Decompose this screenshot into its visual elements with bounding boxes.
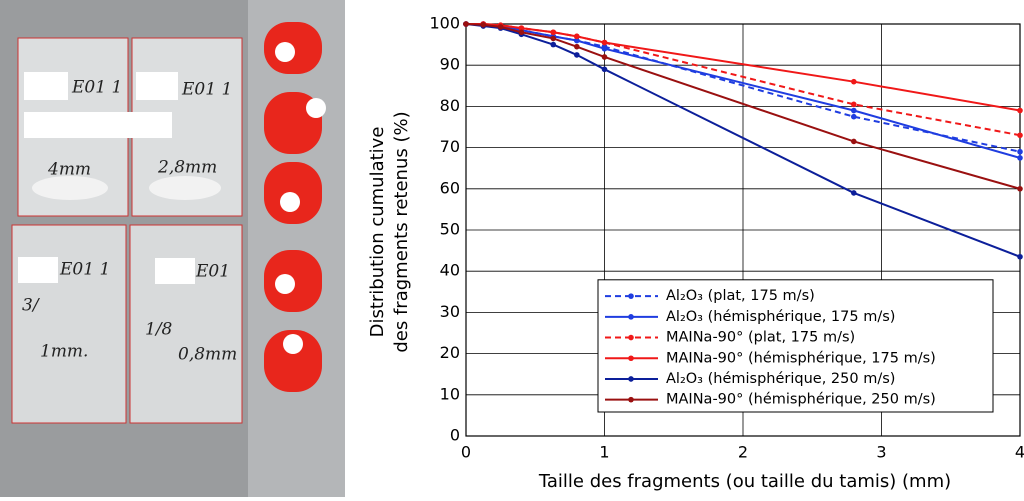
vial-dot	[306, 98, 326, 118]
data-point	[550, 35, 557, 42]
handwritten-label: 0,8mm	[178, 345, 237, 365]
y-tick-label: 40	[440, 261, 460, 280]
redaction	[155, 258, 195, 284]
handwritten-label: 2,8mm	[157, 158, 217, 178]
redaction	[18, 257, 58, 283]
data-point	[601, 45, 608, 52]
data-point	[574, 33, 580, 40]
plot-frame	[465, 23, 1021, 437]
legend-marker	[628, 355, 634, 362]
y-axis-label: Distribution cumulative	[367, 127, 388, 338]
data-point	[851, 190, 857, 196]
data-point	[1017, 107, 1023, 114]
redaction	[136, 72, 178, 100]
data-point	[851, 101, 857, 108]
data-point	[1017, 132, 1023, 139]
handwritten-label: E01 1	[59, 260, 110, 280]
legend-marker	[628, 314, 634, 320]
fragments	[149, 176, 221, 200]
data-point	[550, 29, 557, 36]
vial-dot	[283, 334, 303, 354]
y-tick-label: 100	[429, 14, 460, 33]
legend-label: Al₂O₃ (hémisphérique, 175 m/s)	[666, 309, 895, 325]
handwritten-label: E01 1	[181, 80, 232, 100]
y-tick-label: 50	[440, 220, 460, 239]
data-point	[851, 107, 857, 114]
legend-marker	[628, 334, 634, 341]
data-point	[1017, 155, 1023, 161]
legend-label: MAINa-90° (hémisphérique, 175 m/s)	[666, 350, 936, 366]
legend-marker	[628, 376, 634, 382]
data-point	[601, 54, 608, 60]
photo: E01 1 E01 1 4mm 2,8mm E01 1 E01 3/ 1mm. …	[0, 0, 345, 497]
y-tick-label: 20	[440, 343, 460, 362]
handwritten-label: E01	[195, 262, 230, 282]
handwritten-label: E01 1	[71, 78, 122, 98]
redaction	[24, 72, 68, 100]
data-point	[1017, 253, 1023, 260]
handwritten-label: 4mm	[47, 160, 91, 180]
data-point	[480, 22, 487, 28]
data-point	[574, 52, 580, 58]
vial-dot	[275, 274, 295, 294]
y-tick-label: 80	[440, 96, 460, 115]
legend-label: MAINa-90° (hémisphérique, 250 m/s)	[666, 392, 936, 408]
legend-label: MAINa-90° (plat, 175 m/s)	[666, 330, 855, 346]
x-axis-label: Taille des fragments (ou taille du tamis…	[538, 471, 951, 492]
y-tick-label: 0	[450, 426, 460, 445]
data-point	[550, 41, 557, 48]
data-point	[851, 113, 857, 120]
data-point	[1017, 148, 1023, 155]
handwritten-label: 3/	[22, 296, 41, 316]
y-tick-label: 90	[440, 55, 460, 74]
y-tick-label: 60	[440, 178, 460, 197]
legend-box	[597, 279, 994, 413]
y-tick-label: 30	[440, 302, 460, 321]
data-point	[574, 37, 580, 44]
data-point	[463, 21, 469, 27]
data-point	[601, 39, 608, 46]
x-tick-label: 0	[461, 443, 471, 462]
data-point	[851, 138, 857, 145]
vials	[264, 22, 326, 392]
fragments	[32, 176, 108, 200]
legend-label: Al₂O₃ (plat, 175 m/s)	[666, 288, 815, 304]
handwritten-label: 1/8	[145, 320, 173, 340]
x-tick-label: 4	[1015, 443, 1024, 462]
legend-marker	[628, 293, 634, 299]
vial-dot	[280, 192, 300, 212]
x-tick-label: 1	[599, 443, 609, 462]
data-point	[497, 24, 504, 30]
y-tick-label: 70	[440, 137, 460, 156]
sample-bag	[11, 224, 127, 424]
y-axis-label: des fragments retenus (%)	[391, 111, 412, 352]
data-point	[574, 43, 580, 50]
data-point	[851, 78, 857, 85]
photo-surface	[248, 0, 345, 497]
legend-label: Al₂O₃ (hémisphérique, 250 m/s)	[666, 371, 895, 387]
handwritten-label: 1mm.	[40, 342, 88, 362]
data-point	[518, 29, 525, 36]
redaction	[24, 112, 172, 138]
x-tick-label: 3	[876, 443, 886, 462]
legend-marker	[628, 396, 634, 403]
data-point	[518, 25, 525, 31]
data-point	[1017, 186, 1023, 192]
legend: Al₂O₃ (plat, 175 m/s) Al₂O₃ (hémisphériqu…	[597, 279, 994, 413]
x-tick-label: 2	[738, 443, 748, 462]
vial-cap	[264, 330, 322, 392]
y-tick-label: 10	[440, 384, 460, 403]
vial-dot	[275, 42, 295, 62]
data-point	[601, 66, 608, 73]
